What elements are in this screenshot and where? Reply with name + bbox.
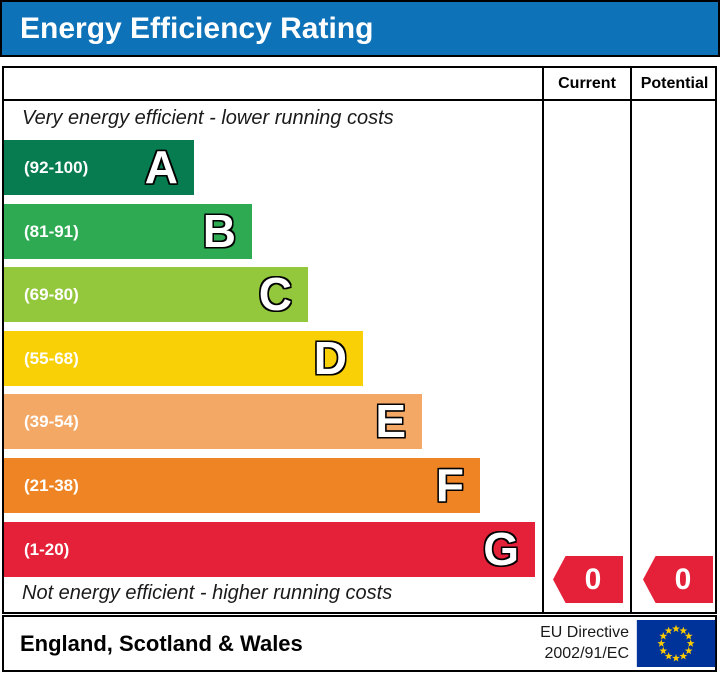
- title-bar: Energy Efficiency Rating: [0, 0, 720, 57]
- header-divider: [4, 99, 715, 101]
- current-column-header: Current: [558, 75, 616, 92]
- potential-rating-value: 0: [674, 562, 692, 596]
- band-g-range: (1-20): [24, 540, 70, 559]
- eu-directive-line2: 2002/91/EC: [544, 645, 629, 662]
- column-divider-current: [542, 68, 544, 612]
- region-label: England, Scotland & Wales: [20, 631, 303, 656]
- eu-directive-line1: EU Directive: [540, 624, 629, 641]
- eu-flag-icon: [636, 620, 716, 667]
- potential-rating-arrow: 0: [643, 556, 713, 603]
- band-g-letter: G: [483, 523, 519, 575]
- band-c-letter: C: [258, 268, 292, 320]
- band-f-range: (21-38): [24, 476, 79, 495]
- column-divider-potential: [630, 68, 632, 612]
- band-e-range: (39-54): [24, 412, 79, 431]
- eu-directive-label: EU Directive 2002/91/EC: [424, 622, 629, 664]
- rating-table: Current Potential Very energy efficient …: [2, 66, 717, 614]
- band-f: (21-38) F: [4, 458, 480, 513]
- band-a-letter: A: [144, 141, 178, 193]
- band-d: (55-68) D: [4, 331, 363, 386]
- band-d-range: (55-68): [24, 349, 79, 368]
- band-e: (39-54) E: [4, 394, 422, 449]
- band-f-letter: F: [435, 459, 464, 511]
- page-title: Energy Efficiency Rating: [20, 11, 374, 45]
- band-e-letter: E: [375, 395, 406, 447]
- band-a-range: (92-100): [24, 158, 89, 177]
- bottom-note: Not energy efficient - higher running co…: [22, 582, 393, 604]
- band-b-letter: B: [202, 205, 236, 257]
- band-d-letter: D: [313, 332, 347, 384]
- band-b-range: (81-91): [24, 222, 79, 241]
- footer-strip: England, Scotland & Wales EU Directive 2…: [2, 615, 717, 672]
- band-b: (81-91) B: [4, 204, 252, 259]
- band-c: (69-80) C: [4, 267, 308, 322]
- band-c-range: (69-80): [24, 285, 79, 304]
- potential-column-header: Potential: [640, 75, 709, 92]
- current-rating-value: 0: [584, 562, 602, 596]
- current-rating-arrow: 0: [553, 556, 623, 603]
- top-note: Very energy efficient - lower running co…: [22, 107, 394, 129]
- band-a: (92-100) A: [4, 140, 194, 195]
- band-g: (1-20) G: [4, 522, 535, 577]
